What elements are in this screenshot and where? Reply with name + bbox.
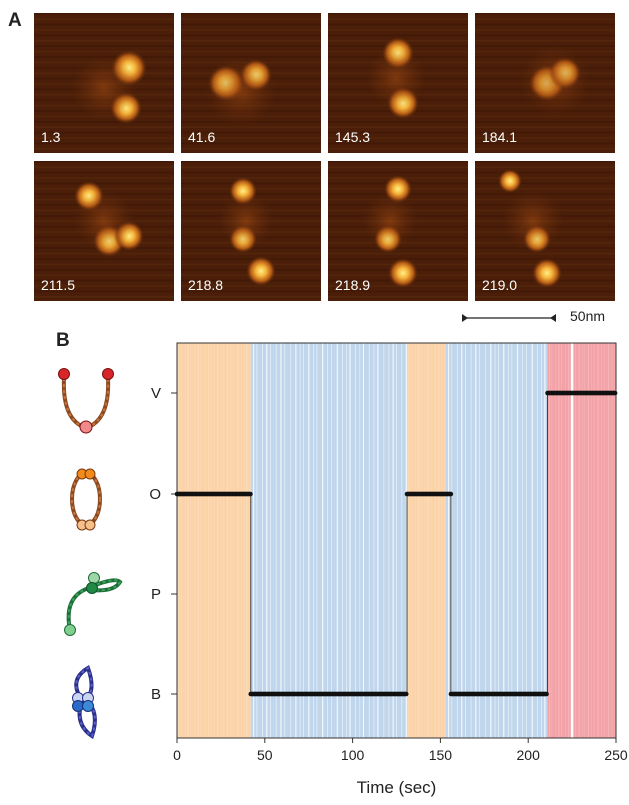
state-point bbox=[544, 691, 549, 697]
p-shape-fold-icon bbox=[44, 560, 128, 644]
state-region-b bbox=[250, 343, 408, 738]
x-axis-label: Time (sec) bbox=[357, 778, 437, 797]
afm-frame-time: 219.0 bbox=[482, 277, 518, 293]
panel-a-label: A bbox=[8, 10, 22, 31]
y-tick-label: B bbox=[151, 686, 161, 703]
afm-frame: 218.9 bbox=[328, 161, 468, 301]
v-shape-dimer-icon bbox=[44, 360, 128, 444]
afm-frame: 145.3 bbox=[328, 13, 468, 153]
state-trace bbox=[174, 390, 618, 697]
afm-blob-image bbox=[34, 161, 174, 301]
b-shape-butterfly-icon bbox=[44, 660, 128, 744]
afm-blob-image bbox=[181, 161, 321, 301]
plot-frame bbox=[176, 342, 617, 739]
y-axis-state-ticks: B P O V bbox=[149, 385, 177, 703]
y-tick-label: V bbox=[151, 385, 161, 402]
afm-blob-image bbox=[328, 161, 468, 301]
scale-bar-line bbox=[462, 314, 556, 322]
afm-blob-image bbox=[475, 161, 615, 301]
state-point bbox=[612, 390, 618, 396]
state-trajectory-chart: B P O V 0 50 100 150 200 250 Time (sec) bbox=[149, 342, 628, 797]
afm-frame-time: 1.3 bbox=[41, 129, 61, 145]
afm-frame: 218.8 bbox=[181, 161, 321, 301]
afm-frame-time: 184.1 bbox=[482, 129, 518, 145]
x-tick-label: 250 bbox=[604, 747, 628, 763]
state-point bbox=[403, 691, 409, 697]
background-stripes bbox=[178, 343, 616, 738]
y-tick-label: P bbox=[151, 586, 161, 603]
afm-frame: 219.0 bbox=[475, 161, 615, 301]
afm-blob-image bbox=[181, 13, 321, 153]
state-region-o bbox=[407, 343, 446, 738]
afm-frame-time: 211.5 bbox=[41, 277, 75, 293]
panel-b-label: B bbox=[56, 330, 70, 351]
x-tick-label: 150 bbox=[429, 747, 453, 763]
scale-bar: 50nm bbox=[460, 308, 629, 332]
x-tick-label: 100 bbox=[341, 747, 365, 763]
state-point bbox=[448, 491, 454, 497]
afm-image-grid: 1.3 41.6 145.3 184.1 211.5 218.8 218.9 2… bbox=[0, 0, 629, 320]
afm-blob-image bbox=[475, 13, 615, 153]
state-point bbox=[248, 491, 253, 497]
afm-blob-image bbox=[328, 13, 468, 153]
x-tick-label: 0 bbox=[173, 747, 181, 763]
afm-frame: 211.5 bbox=[34, 161, 174, 301]
state-region-b bbox=[445, 343, 548, 738]
afm-frame-time: 145.3 bbox=[335, 129, 371, 145]
o-shape-ring-icon bbox=[44, 455, 128, 539]
afm-frame-time: 218.8 bbox=[188, 277, 224, 293]
x-axis-ticks: 0 50 100 150 200 250 bbox=[173, 738, 628, 763]
afm-frame-time: 41.6 bbox=[188, 129, 216, 145]
x-tick-label: 200 bbox=[517, 747, 541, 763]
x-tick-label: 50 bbox=[257, 747, 273, 763]
afm-frame: 41.6 bbox=[181, 13, 321, 153]
y-tick-label: O bbox=[149, 486, 161, 503]
afm-frame: 184.1 bbox=[475, 13, 615, 153]
afm-frame-time: 218.9 bbox=[335, 277, 371, 293]
scale-bar-label: 50nm bbox=[570, 308, 606, 324]
state-region-v bbox=[547, 343, 616, 738]
afm-blob-image bbox=[34, 13, 174, 153]
afm-frame: 1.3 bbox=[34, 13, 174, 153]
